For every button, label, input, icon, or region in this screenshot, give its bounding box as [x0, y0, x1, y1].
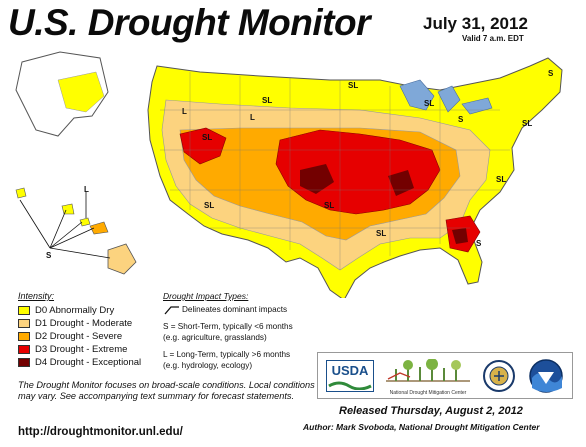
- legend-swatch-d3: [18, 344, 30, 354]
- great-lakes: [399, 79, 493, 115]
- impact-title: Drought Impact Types:: [163, 291, 249, 301]
- hawaii-big-island: [107, 243, 137, 275]
- ndmc-logo-text: National Drought Mitigation Center: [389, 390, 467, 396]
- label-sl-5: SL: [522, 119, 532, 128]
- hawaii-impact-lines: [19, 192, 111, 259]
- legend-title: Intensity:: [18, 291, 55, 301]
- d4-region-1: [300, 164, 334, 194]
- ndmc-tree-icon: [386, 358, 470, 382]
- impact-boundary-text: Delineates dominant impacts: [182, 305, 288, 314]
- author-credit: Author: Mark Svoboda, National Drought M…: [303, 422, 540, 432]
- impact-short-term: S = Short-Term, typically <6 months: [163, 322, 293, 331]
- label-s-hawaii: S: [46, 251, 52, 260]
- map-title: U.S. Drought Monitor: [8, 2, 371, 43]
- usda-logo-text: USDA: [331, 363, 369, 378]
- legend-swatch-d0: [18, 305, 30, 315]
- legend-swatch-d1: [18, 318, 30, 328]
- legend-item-d2: D2 Drought - Severe: [18, 330, 122, 342]
- label-sl-7: SL: [204, 201, 214, 210]
- d3-region-west: [179, 127, 227, 165]
- d4-region-2: [388, 170, 414, 196]
- usda-wave-icon: [328, 381, 372, 390]
- label-l-hawaii: L: [84, 185, 89, 194]
- label-sl-6: SL: [496, 175, 506, 184]
- disclaimer-note: The Drought Monitor focuses on broad-sca…: [18, 380, 315, 401]
- alaska-d0: [57, 71, 105, 113]
- legend-label-d2: D2 Drought - Severe: [35, 330, 123, 342]
- label-s-3: S: [476, 239, 482, 248]
- label-l-1: L: [250, 113, 255, 122]
- label-sl-3: SL: [424, 99, 434, 108]
- legend-item-d3: D3 Drought - Extreme: [18, 343, 127, 355]
- hawaii-molokai: [79, 217, 91, 227]
- label-sl-4: SL: [202, 133, 212, 142]
- hawaii-kauai: [15, 187, 27, 199]
- impact-long-term-eg: (e.g. hydrology, ecology): [163, 361, 253, 370]
- label-l-2: L: [182, 107, 187, 116]
- label-sl-9: SL: [376, 229, 386, 238]
- legend-label-d1: D1 Drought - Moderate: [35, 317, 133, 329]
- legend-item-d4: D4 Drought - Exceptional: [18, 356, 141, 368]
- map-date: July 31, 2012: [423, 14, 528, 33]
- legend-item-d1: D1 Drought - Moderate: [18, 317, 132, 329]
- doc-seal-icon: [483, 360, 515, 392]
- ndmc-logo: National Drought Mitigation Center: [382, 358, 474, 396]
- legend-label-d3: D3 Drought - Extreme: [35, 343, 128, 355]
- usda-logo: USDA: [326, 360, 374, 392]
- impact-boundary-icon: [164, 306, 179, 315]
- drought-map: SL SL SL SL SL SL SL SL SL L L S S S L S: [15, 51, 563, 298]
- state-lines: [160, 72, 510, 270]
- impact-long-term: L = Long-Term, typically >6 months: [163, 350, 291, 359]
- label-s-1: S: [548, 69, 554, 78]
- hawaii-maui: [89, 221, 109, 235]
- label-s-2: S: [458, 115, 464, 124]
- legend-swatch-d4: [18, 357, 30, 367]
- hawaii-oahu: [61, 203, 75, 215]
- legend-swatch-d2: [18, 331, 30, 341]
- valid-time: Valid 7 a.m. EDT: [462, 34, 524, 43]
- label-sl-1: SL: [262, 96, 272, 105]
- release-date: Released Thursday, August 2, 2012: [339, 405, 523, 417]
- d4-region-3: [452, 228, 468, 244]
- impact-short-term-eg: (e.g. agriculture, grasslands): [163, 333, 267, 342]
- noaa-logo-icon: [529, 359, 563, 393]
- legend-item-d0: D0 Abnormally Dry: [18, 304, 114, 316]
- website-link[interactable]: http://droughtmonitor.unl.edu/: [18, 426, 183, 438]
- label-sl-2: SL: [348, 81, 358, 90]
- label-sl-8: SL: [324, 201, 334, 210]
- partner-logos: USDA National Drought Mitigation Center: [317, 352, 573, 399]
- legend-label-d4: D4 Drought - Exceptional: [35, 356, 142, 368]
- legend-label-d0: D0 Abnormally Dry: [35, 304, 115, 316]
